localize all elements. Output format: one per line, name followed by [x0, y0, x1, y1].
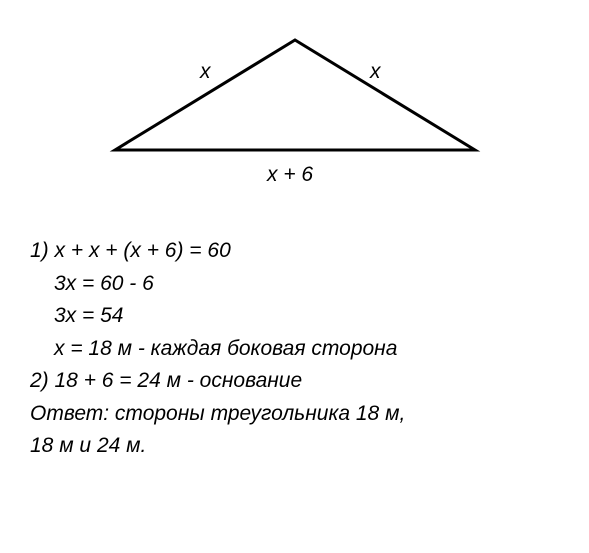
solution-line-2: 3x = 60 - 6: [54, 268, 405, 301]
solution-line-7: 18 м и 24 м.: [30, 430, 405, 463]
solution-line-6: Ответ: стороны треугольника 18 м,: [30, 398, 405, 431]
solution-line-3: 3x = 54: [54, 300, 405, 333]
triangle-shape: [105, 30, 485, 160]
label-side-base: x + 6: [267, 163, 313, 187]
triangle-diagram: x x x + 6: [105, 30, 485, 180]
solution-text: 1) x + x + (x + 6) = 60 3x = 60 - 6 3x =…: [30, 235, 405, 463]
solution-line-4: x = 18 м - каждая боковая сторона: [54, 333, 405, 366]
solution-line-1: 1) x + x + (x + 6) = 60: [30, 235, 405, 268]
label-side-right: x: [370, 60, 381, 84]
label-side-left: x: [200, 60, 211, 84]
solution-line-5: 2) 18 + 6 = 24 м - основание: [30, 365, 405, 398]
triangle-polygon: [115, 40, 475, 150]
